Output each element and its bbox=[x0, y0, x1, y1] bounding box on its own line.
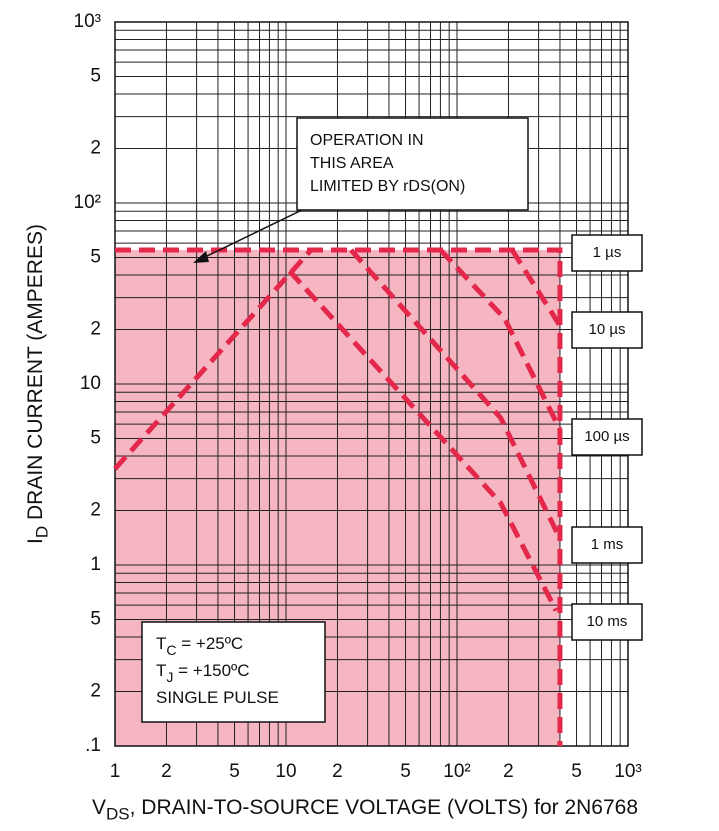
overlay-layer: OPERATION IN THIS AREA LIMITED BY rDS(ON… bbox=[24, 11, 643, 824]
soa-curve bbox=[287, 269, 559, 612]
x-axis-label: VDS, DRAIN-TO-SOURCE VOLTAGE (VOLTS) for… bbox=[92, 796, 638, 824]
y-axis-label-part: DRAIN CURRENT (AMPERES) bbox=[24, 224, 47, 526]
condition-part: J bbox=[166, 669, 173, 685]
curve-label: 1 ms bbox=[591, 536, 624, 553]
condition-part: T bbox=[156, 634, 166, 653]
curve-label-box bbox=[571, 603, 643, 641]
soa-curve bbox=[113, 248, 313, 471]
condition-part: C bbox=[166, 642, 176, 658]
x-axis-label-part: , DRAIN-TO-SOURCE VOLTAGE (VOLTS) for 2N… bbox=[130, 796, 638, 819]
x-tick-label: 10² bbox=[443, 761, 470, 782]
condition-part: = +25ºC bbox=[177, 634, 244, 653]
y-tick-label: 5 bbox=[90, 428, 101, 449]
y-tick-label: 2 bbox=[90, 500, 101, 521]
x-tick-label: 1 bbox=[110, 761, 121, 782]
curve-label-box bbox=[571, 526, 643, 564]
soa-curve bbox=[509, 248, 563, 328]
curve-label: 10 ms bbox=[587, 613, 628, 630]
curve-label-box bbox=[571, 311, 643, 349]
x-tick-label: 2 bbox=[503, 761, 514, 782]
x-tick-label: 10 bbox=[275, 761, 296, 782]
arrow-head bbox=[193, 251, 209, 263]
y-tick-label: 2 bbox=[90, 138, 101, 159]
condition-part: = +150ºC bbox=[173, 661, 249, 680]
curve-label-box bbox=[571, 418, 643, 456]
annotation-line: LIMITED BY rDS(ON) bbox=[310, 178, 465, 195]
y-tick-label: 2 bbox=[90, 319, 101, 340]
condition: TJ = +150ºC bbox=[156, 661, 250, 684]
x-tick-label: 5 bbox=[571, 761, 582, 782]
x-tick-label: 5 bbox=[229, 761, 240, 782]
curve-label: 10 µs bbox=[589, 321, 626, 338]
soa-curve bbox=[115, 247, 563, 746]
y-tick-label: 5 bbox=[90, 609, 101, 630]
x-tick-label: 5 bbox=[400, 761, 411, 782]
y-axis-label: ID DRAIN CURRENT (AMPERES) bbox=[24, 224, 52, 544]
y-tick-label: 5 bbox=[90, 66, 101, 87]
curve-label-box bbox=[571, 234, 643, 272]
annotation-line: OPERATION IN bbox=[310, 132, 424, 149]
y-tick-label: 10² bbox=[74, 192, 101, 213]
x-tick-label: 2 bbox=[332, 761, 343, 782]
soa-curve bbox=[349, 248, 563, 540]
condition: TC = +25ºC bbox=[156, 634, 243, 657]
condition-part: T bbox=[156, 661, 166, 680]
conditions-box bbox=[141, 621, 326, 723]
annotation-box bbox=[296, 117, 529, 211]
x-tick-label: 2 bbox=[161, 761, 172, 782]
plot-border bbox=[114, 21, 629, 747]
y-tick-label: 10 bbox=[80, 373, 101, 394]
condition: SINGLE PULSE bbox=[156, 688, 279, 707]
y-tick-label: 5 bbox=[90, 247, 101, 268]
x-axis-label-part: V bbox=[92, 796, 106, 819]
y-tick-label: .1 bbox=[85, 735, 101, 756]
y-tick-label: 10³ bbox=[74, 11, 101, 32]
y-tick-label: 2 bbox=[90, 681, 101, 702]
x-tick-label: 10³ bbox=[614, 761, 641, 782]
curve-label: 1 µs bbox=[593, 244, 622, 261]
curve-label: 100 µs bbox=[584, 428, 629, 445]
condition-part: SINGLE PULSE bbox=[156, 688, 279, 707]
y-axis-label-part: D bbox=[33, 526, 52, 538]
y-axis-label-part: I bbox=[24, 538, 47, 544]
x-axis-label-part: DS bbox=[106, 805, 130, 824]
annotation-line: THIS AREA bbox=[310, 155, 394, 172]
soa-curve bbox=[438, 248, 563, 431]
annotation-arrow bbox=[204, 209, 303, 258]
y-tick-label: 1 bbox=[90, 554, 101, 575]
